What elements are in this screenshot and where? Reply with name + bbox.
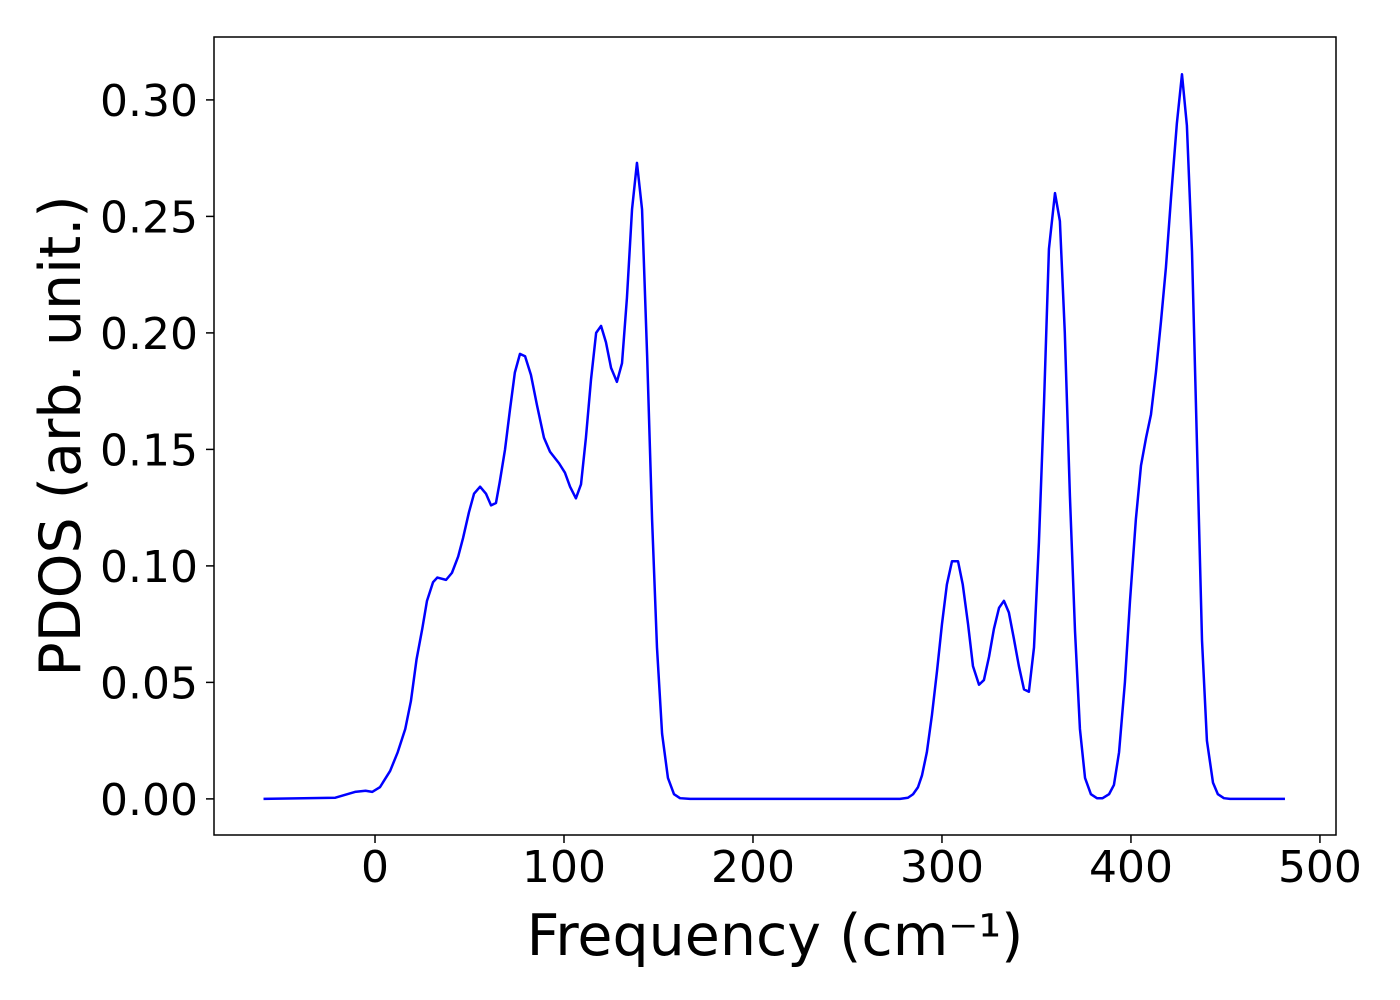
x-tick-label: 100 (522, 842, 606, 893)
y-tick-label: 0.10 (100, 542, 198, 593)
x-axis-label: Frequency (cm⁻¹) (527, 903, 1024, 969)
x-tick-label: 400 (1089, 842, 1173, 893)
y-tick-label: 0.15 (100, 425, 198, 476)
x-tick-label: 0 (361, 842, 389, 893)
y-tick-label: 0.30 (100, 76, 198, 127)
y-tick-label: 0.05 (100, 658, 198, 709)
x-tick-label: 300 (900, 842, 984, 893)
data-line (263, 73, 1285, 801)
y-tick-label: 0.25 (100, 192, 198, 243)
y-axis-label: PDOS (arb. unit.) (28, 195, 94, 676)
y-tick-label: 0.20 (100, 309, 198, 360)
plot-frame (213, 36, 1337, 836)
x-tick-label: 500 (1278, 842, 1362, 893)
y-tick-label: 0.00 (100, 775, 198, 826)
x-tick-label: 200 (711, 842, 795, 893)
